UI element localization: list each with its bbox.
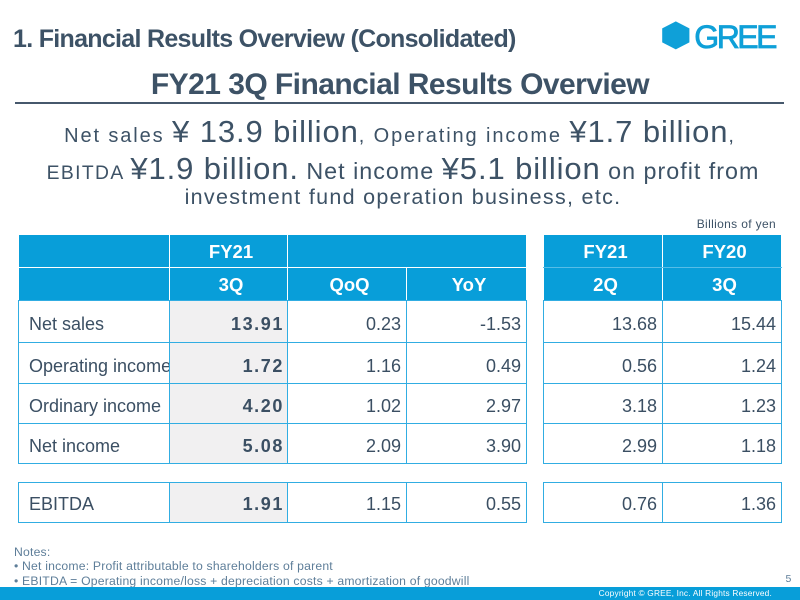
svg-text:GREE: GREE — [694, 19, 776, 54]
